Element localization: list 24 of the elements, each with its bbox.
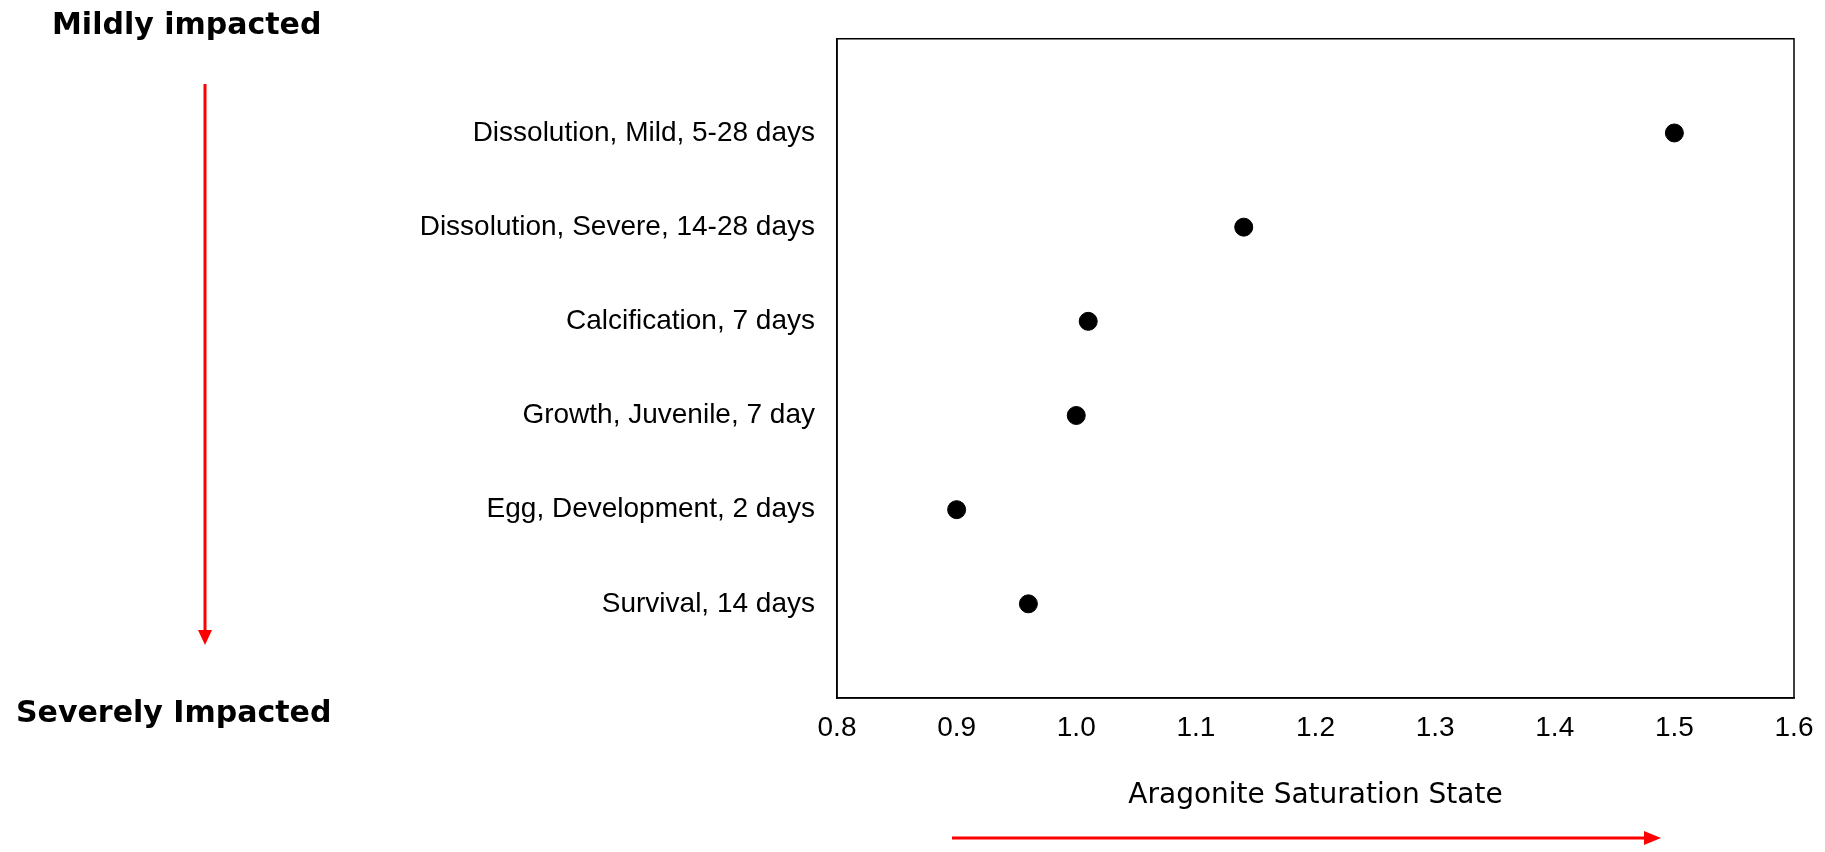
- point: [947, 500, 967, 520]
- x-tick-label: 0.8: [817, 710, 857, 742]
- x-axis-title: Aragonite Saturation State: [1128, 777, 1503, 811]
- y-tick-label: Calcification, 7 days: [565, 304, 815, 336]
- x-tick-label: 0.9: [937, 710, 977, 742]
- y-tick-label: Egg, Development, 2 days: [486, 492, 815, 524]
- x-tick-label: 1.3: [1415, 710, 1455, 742]
- y-tick-label: Growth, Juvenile, 7 day: [522, 398, 815, 430]
- y-tick-label: Survival, 14 days: [601, 586, 815, 618]
- x-tick-label: 1.5: [1654, 710, 1694, 742]
- point: [1018, 594, 1038, 614]
- x-tick-label: 1.0: [1056, 710, 1096, 742]
- y-tick-label: Dissolution, Mild, 5-28 days: [472, 115, 815, 147]
- x-tick-label: 1.4: [1535, 710, 1575, 742]
- text: Mildly impacted: [52, 6, 322, 41]
- point: [1234, 217, 1254, 237]
- x-tick-label: 1.1: [1176, 710, 1216, 742]
- x-tick-label: 1.2: [1296, 710, 1335, 742]
- text: Severely Impacted: [16, 694, 332, 729]
- point: [1078, 311, 1098, 331]
- y-tick-label: Dissolution, Severe, 14-28 days: [419, 209, 815, 241]
- x-tick-label: 1.6: [1774, 710, 1814, 742]
- point: [1066, 405, 1086, 425]
- point: [1664, 123, 1684, 143]
